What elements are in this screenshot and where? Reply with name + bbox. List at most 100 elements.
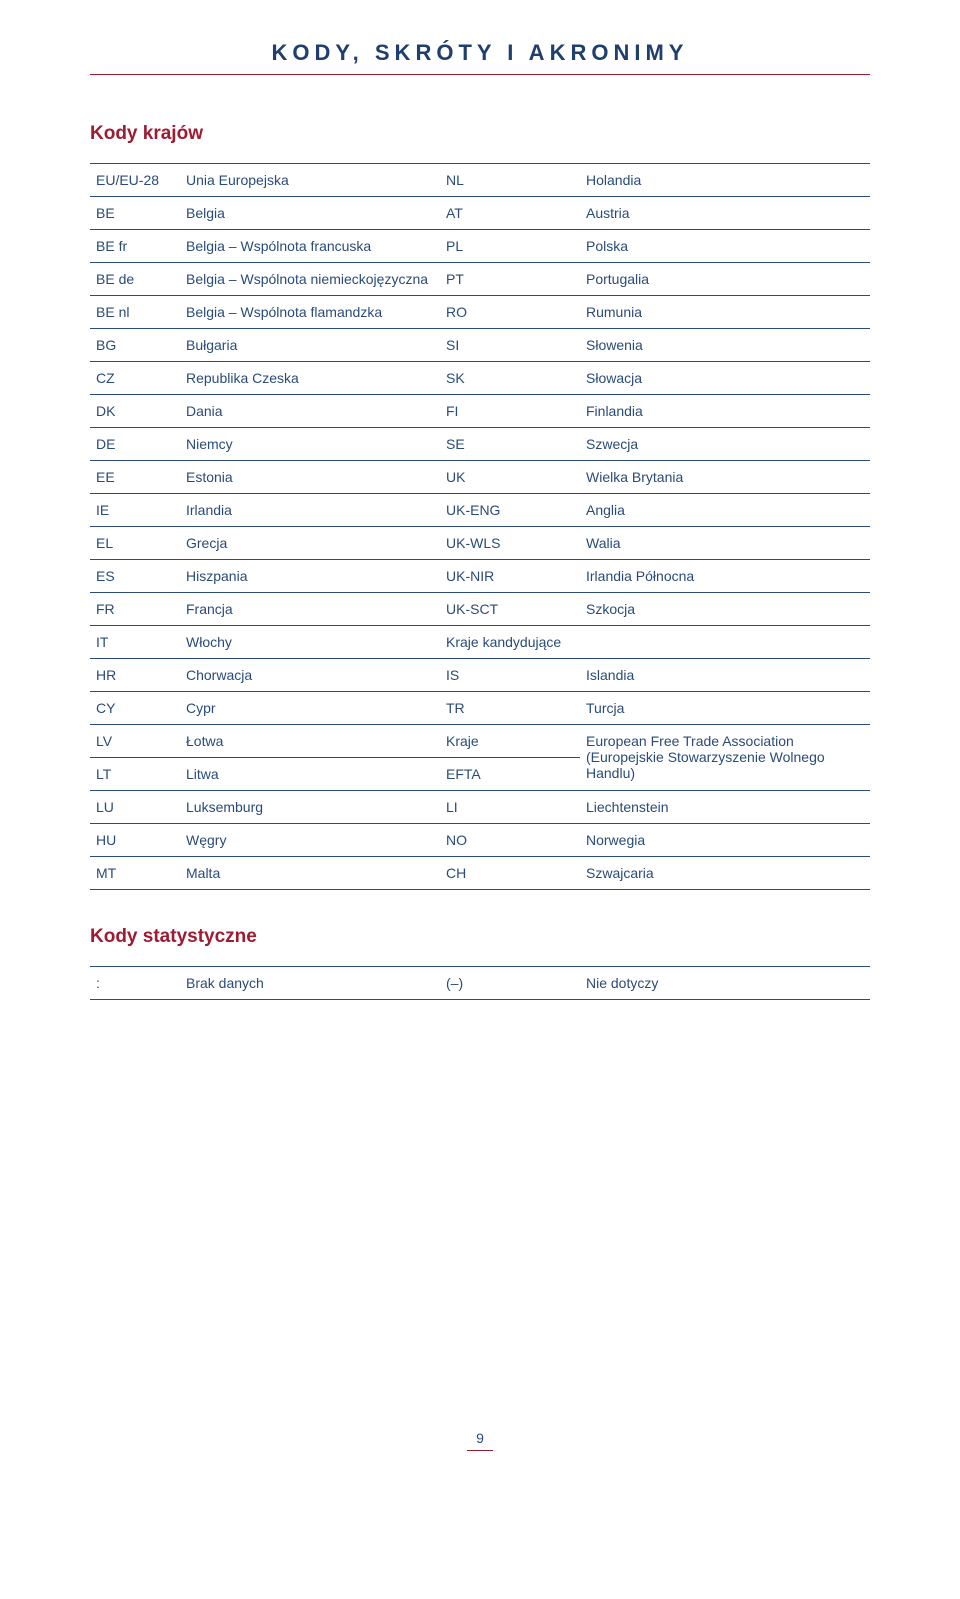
page-number: 9 — [90, 1430, 870, 1451]
cell: DE — [90, 428, 180, 461]
cell: FI — [440, 395, 580, 428]
cell: Irlandia — [180, 494, 440, 527]
cell: Szkocja — [580, 593, 870, 626]
cell: Islandia — [580, 659, 870, 692]
cell: Hiszpania — [180, 560, 440, 593]
cell: SI — [440, 329, 580, 362]
cell: BG — [90, 329, 180, 362]
cell: HR — [90, 659, 180, 692]
cell: Liechtenstein — [580, 791, 870, 824]
cell: Belgia — [180, 197, 440, 230]
cell: Holandia — [580, 164, 870, 197]
cell: Belgia – Wspólnota niemieckojęzyczna — [180, 263, 440, 296]
cell: PT — [440, 263, 580, 296]
cell: Republika Czeska — [180, 362, 440, 395]
cell: AT — [440, 197, 580, 230]
table-row: EEEstoniaUKWielka Brytania — [90, 461, 870, 494]
cell: NL — [440, 164, 580, 197]
table-row: IEIrlandiaUK-ENGAnglia — [90, 494, 870, 527]
cell: Turcja — [580, 692, 870, 725]
cell: CH — [440, 857, 580, 890]
cell: UK-ENG — [440, 494, 580, 527]
cell: LI — [440, 791, 580, 824]
cell: Słowacja — [580, 362, 870, 395]
table-row: DKDaniaFIFinlandia — [90, 395, 870, 428]
cell: UK-WLS — [440, 527, 580, 560]
cell: NO — [440, 824, 580, 857]
table-row: : Brak danych (–) Nie dotyczy — [90, 967, 870, 1000]
cell: Polska — [580, 230, 870, 263]
cell: PL — [440, 230, 580, 263]
cell: Łotwa — [180, 725, 440, 758]
page-title: KODY, SKRÓTY I AKRONIMY — [90, 40, 870, 66]
cell: Unia Europejska — [180, 164, 440, 197]
cell: Anglia — [580, 494, 870, 527]
cell: Rumunia — [580, 296, 870, 329]
cell: Kraje — [440, 725, 580, 758]
cell: Wielka Brytania — [580, 461, 870, 494]
cell: Węgry — [180, 824, 440, 857]
cell: Dania — [180, 395, 440, 428]
table-row: BE deBelgia – Wspólnota niemieckojęzyczn… — [90, 263, 870, 296]
cell: Portugalia — [580, 263, 870, 296]
cell: Francja — [180, 593, 440, 626]
cell: SE — [440, 428, 580, 461]
cell: Brak danych — [180, 967, 440, 1000]
cell: Walia — [580, 527, 870, 560]
table-row: BE frBelgia – Wspólnota francuskaPLPolsk… — [90, 230, 870, 263]
table-row: ESHiszpaniaUK-NIRIrlandia Północna — [90, 560, 870, 593]
cell: BE — [90, 197, 180, 230]
cell: Słowenia — [580, 329, 870, 362]
cell: Kraje kandydujące — [440, 626, 870, 659]
cell: European Free Trade Association (Europej… — [580, 725, 870, 791]
country-codes-table: EU/EU-28Unia EuropejskaNLHolandiaBEBelgi… — [90, 163, 870, 890]
cell: EE — [90, 461, 180, 494]
footer-rule — [467, 1450, 493, 1451]
cell: EU/EU-28 — [90, 164, 180, 197]
cell: DK — [90, 395, 180, 428]
cell: Grecja — [180, 527, 440, 560]
table-row: ITWłochyKraje kandydujące — [90, 626, 870, 659]
cell: TR — [440, 692, 580, 725]
cell: Chorwacja — [180, 659, 440, 692]
cell: : — [90, 967, 180, 1000]
cell: Cypr — [180, 692, 440, 725]
section-country-codes: Kody krajów — [90, 123, 870, 145]
cell: Malta — [180, 857, 440, 890]
stat-codes-table: : Brak danych (–) Nie dotyczy — [90, 966, 870, 1000]
cell: LU — [90, 791, 180, 824]
table-row: HRChorwacjaISIslandia — [90, 659, 870, 692]
cell: CZ — [90, 362, 180, 395]
cell: Belgia – Wspólnota flamandzka — [180, 296, 440, 329]
table-row: BE nlBelgia – Wspólnota flamandzkaRORumu… — [90, 296, 870, 329]
cell: Norwegia — [580, 824, 870, 857]
cell: EL — [90, 527, 180, 560]
cell: HU — [90, 824, 180, 857]
cell: LT — [90, 758, 180, 791]
cell: SK — [440, 362, 580, 395]
cell: Nie dotyczy — [580, 967, 870, 1000]
cell: CY — [90, 692, 180, 725]
cell: Włochy — [180, 626, 440, 659]
cell: IE — [90, 494, 180, 527]
cell: ES — [90, 560, 180, 593]
table-row: CYCyprTRTurcja — [90, 692, 870, 725]
cell: EFTA — [440, 758, 580, 791]
table-row: HUWęgryNONorwegia — [90, 824, 870, 857]
cell: BE fr — [90, 230, 180, 263]
cell: Luksemburg — [180, 791, 440, 824]
cell: RO — [440, 296, 580, 329]
table-row: MTMaltaCHSzwajcaria — [90, 857, 870, 890]
table-row: LULuksemburgLILiechtenstein — [90, 791, 870, 824]
cell: IS — [440, 659, 580, 692]
cell: Austria — [580, 197, 870, 230]
cell: Szwecja — [580, 428, 870, 461]
cell: BE nl — [90, 296, 180, 329]
cell: UK-SCT — [440, 593, 580, 626]
cell: Niemcy — [180, 428, 440, 461]
cell: Estonia — [180, 461, 440, 494]
cell: BE de — [90, 263, 180, 296]
table-row: BGBułgariaSISłowenia — [90, 329, 870, 362]
table-row: DENiemcySESzwecja — [90, 428, 870, 461]
cell: FR — [90, 593, 180, 626]
